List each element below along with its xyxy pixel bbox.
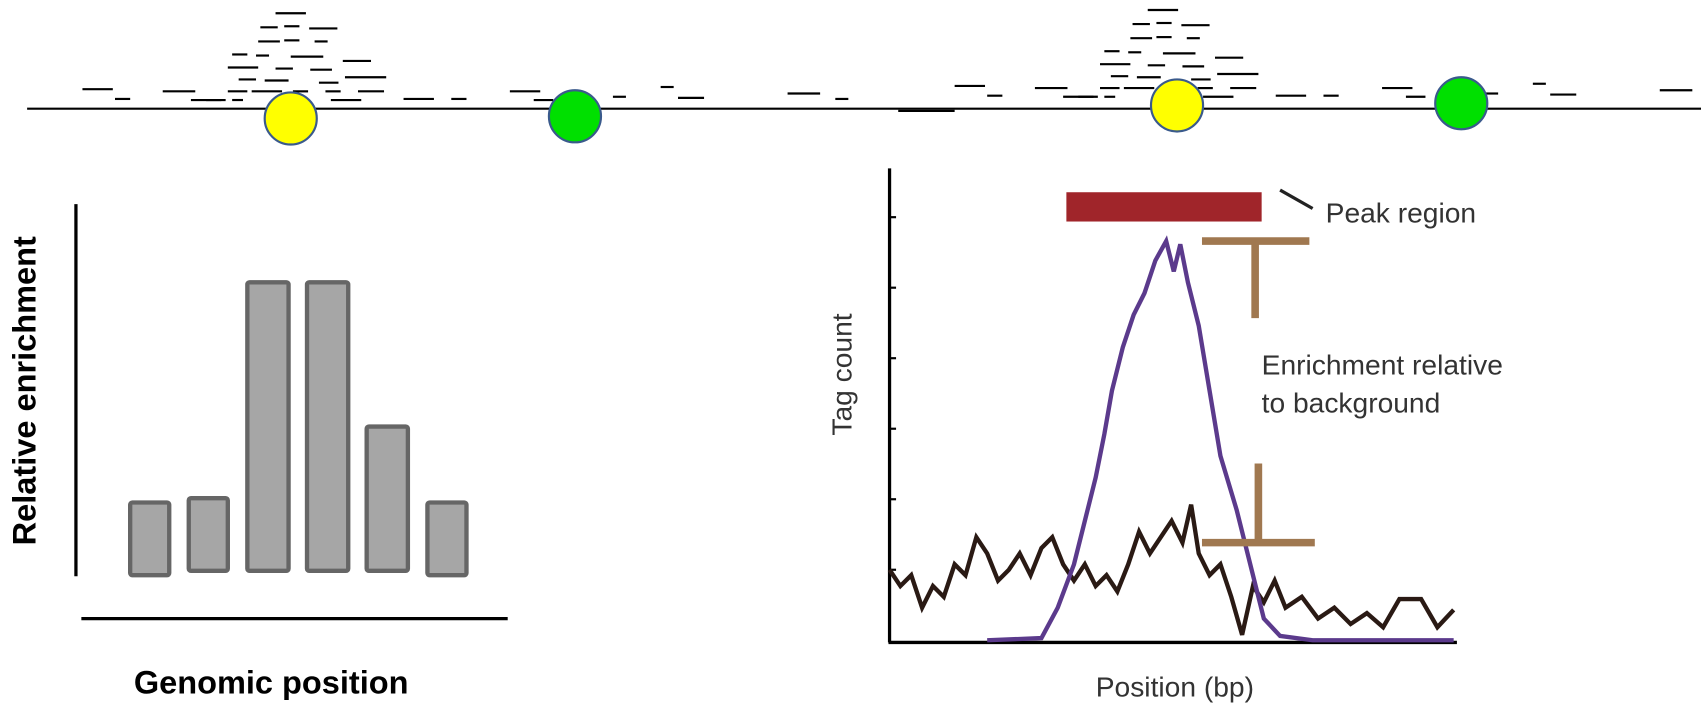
nucleosome	[263, 91, 318, 146]
y-label: Tag count	[825, 313, 857, 435]
reads	[82, 8, 1693, 102]
x-label: Position (bp)	[1096, 671, 1254, 703]
x-label: Genomic position	[134, 664, 409, 700]
bar	[245, 280, 291, 574]
peak-region	[1066, 192, 1262, 222]
nucleosome	[547, 89, 603, 144]
bar	[186, 495, 230, 574]
y-label: Relative enrichment	[7, 236, 43, 545]
pointer	[1279, 188, 1314, 210]
bar	[425, 500, 469, 578]
nucleosome	[1149, 78, 1205, 133]
annotation: to background	[1262, 386, 1441, 418]
bars	[128, 280, 469, 578]
background-trace	[887, 504, 1456, 636]
nucleosome	[1434, 76, 1489, 131]
bar	[128, 500, 172, 578]
annotation: Enrichment relative	[1262, 348, 1503, 380]
annotation: Peak region	[1326, 196, 1476, 228]
enrichment-bracket	[1201, 237, 1315, 547]
bar	[304, 280, 351, 574]
bar	[364, 424, 411, 574]
chip-trace	[987, 235, 1454, 643]
